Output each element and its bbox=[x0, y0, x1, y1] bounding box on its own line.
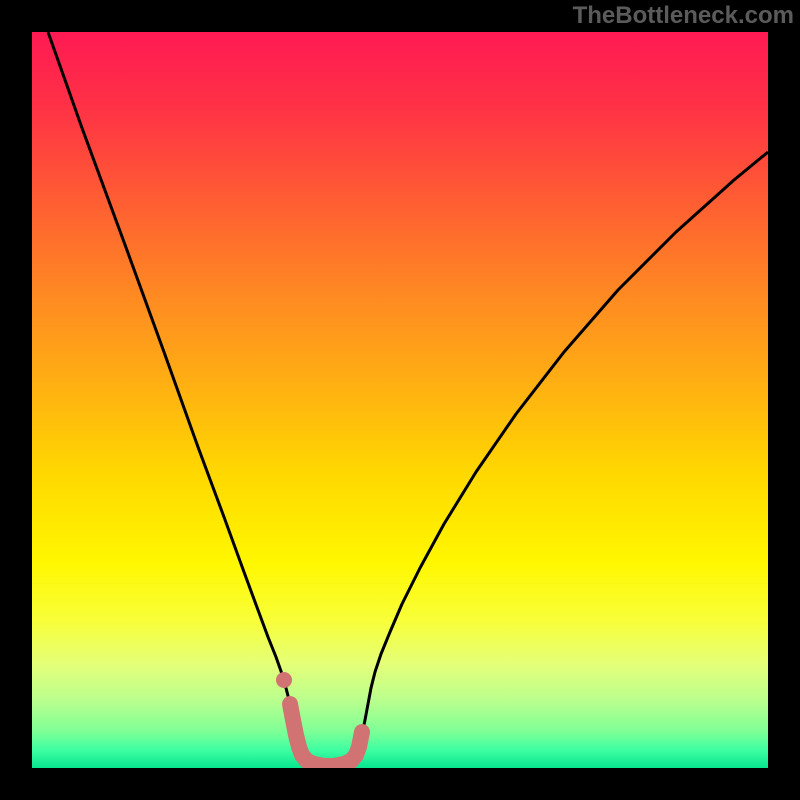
chart-frame: TheBottleneck.com bbox=[0, 0, 800, 800]
plot-area bbox=[32, 32, 768, 768]
marker-segment bbox=[290, 704, 362, 766]
marker-dot bbox=[276, 672, 292, 688]
chart-svg bbox=[32, 32, 768, 768]
curve-line bbox=[48, 32, 768, 766]
watermark-text: TheBottleneck.com bbox=[573, 2, 794, 30]
